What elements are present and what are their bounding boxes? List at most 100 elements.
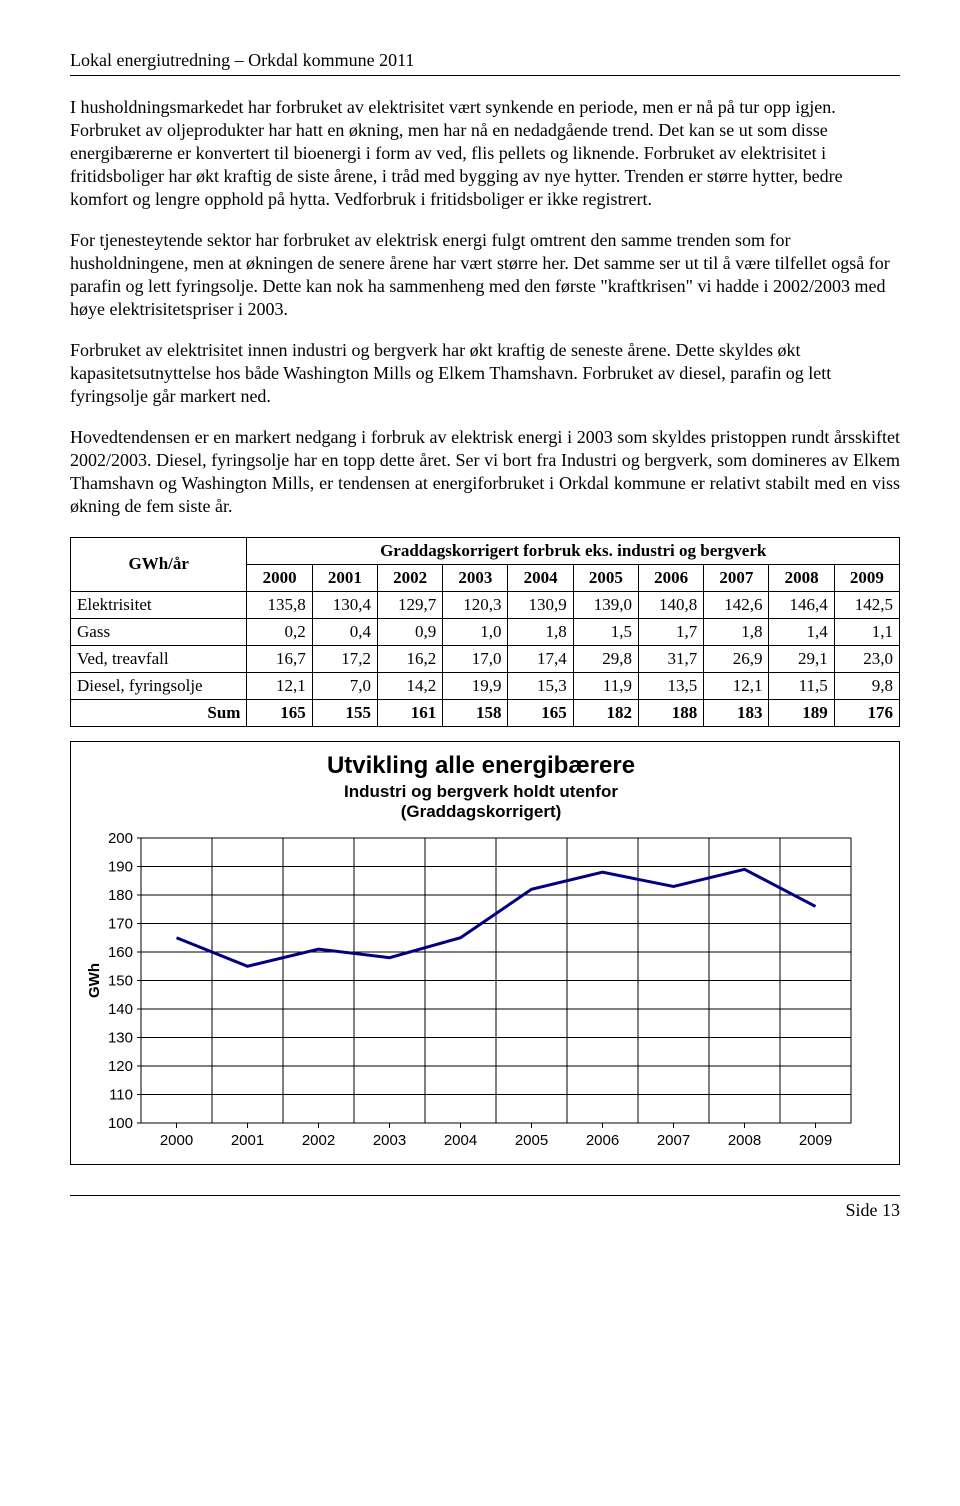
table-year-header: 2008 [769, 564, 834, 591]
table-cell: 0,4 [312, 618, 377, 645]
table-cell: 16,2 [377, 645, 442, 672]
footer-rule [70, 1195, 900, 1196]
svg-text:2006: 2006 [586, 1132, 619, 1149]
table-cell: 1,0 [443, 618, 508, 645]
table-year-header: 2002 [377, 564, 442, 591]
table-year-header: 2003 [443, 564, 508, 591]
table-sum-cell: 165 [508, 699, 573, 726]
table-year-header: 2001 [312, 564, 377, 591]
table-cell: 129,7 [377, 591, 442, 618]
table-year-header: 2004 [508, 564, 573, 591]
svg-text:100: 100 [108, 1115, 133, 1132]
table-row-label: Diesel, fyringsolje [71, 672, 247, 699]
table-year-header: 2009 [834, 564, 899, 591]
svg-text:170: 170 [108, 915, 133, 932]
table-cell: 17,0 [443, 645, 508, 672]
data-table: GWh/årGraddagskorrigert forbruk eks. ind… [70, 537, 900, 727]
table-cell: 29,8 [573, 645, 638, 672]
table-cell: 135,8 [247, 591, 312, 618]
svg-text:2000: 2000 [160, 1132, 193, 1149]
table-cell: 17,2 [312, 645, 377, 672]
page-header: Lokal energiutredning – Orkdal kommune 2… [70, 50, 900, 71]
table-cell: 1,8 [704, 618, 769, 645]
paragraph-4: Hovedtendensen er en markert nedgang i f… [70, 426, 900, 518]
svg-text:140: 140 [108, 1001, 133, 1018]
svg-text:2005: 2005 [515, 1132, 548, 1149]
table-cell: 7,0 [312, 672, 377, 699]
table-cell: 1,5 [573, 618, 638, 645]
table-row-label: Ved, treavfall [71, 645, 247, 672]
table-year-header: 2007 [704, 564, 769, 591]
table-cell: 142,6 [704, 591, 769, 618]
table-cell: 29,1 [769, 645, 834, 672]
table-row: Gass0,20,40,91,01,81,51,71,81,41,1 [71, 618, 900, 645]
table-cell: 11,5 [769, 672, 834, 699]
table-cell: 9,8 [834, 672, 899, 699]
table-year-header: 2006 [638, 564, 703, 591]
chart-subtitle-2: (Graddagskorrigert) [81, 802, 881, 822]
svg-text:GWh: GWh [86, 963, 103, 998]
svg-text:2002: 2002 [302, 1132, 335, 1149]
table-cell: 1,1 [834, 618, 899, 645]
table-cell: 11,9 [573, 672, 638, 699]
page-footer: Side 13 [70, 1200, 900, 1221]
paragraph-1: I husholdningsmarkedet har forbruket av … [70, 96, 900, 211]
table-cell: 146,4 [769, 591, 834, 618]
svg-text:2009: 2009 [799, 1132, 832, 1149]
chart-container: Utvikling alle energibærere Industri og … [70, 741, 900, 1165]
svg-text:2004: 2004 [444, 1132, 477, 1149]
table-sum-cell: 161 [377, 699, 442, 726]
chart-subtitle-1: Industri og bergverk holdt utenfor [81, 782, 881, 802]
table-cell: 1,8 [508, 618, 573, 645]
table-cell: 15,3 [508, 672, 573, 699]
table-cell: 13,5 [638, 672, 703, 699]
table-cell: 140,8 [638, 591, 703, 618]
table-row: Elektrisitet135,8130,4129,7120,3130,9139… [71, 591, 900, 618]
svg-text:190: 190 [108, 858, 133, 875]
svg-text:180: 180 [108, 887, 133, 904]
table-sum-cell: 176 [834, 699, 899, 726]
table-sum-cell: 182 [573, 699, 638, 726]
table-cell: 17,4 [508, 645, 573, 672]
table-sum-cell: 183 [704, 699, 769, 726]
table-sum-cell: 188 [638, 699, 703, 726]
svg-text:2003: 2003 [373, 1132, 406, 1149]
table-title: Graddagskorrigert forbruk eks. industri … [247, 537, 900, 564]
table-sum-cell: 189 [769, 699, 834, 726]
table-cell: 19,9 [443, 672, 508, 699]
table-cell: 23,0 [834, 645, 899, 672]
svg-text:2008: 2008 [728, 1132, 761, 1149]
table-row: Ved, treavfall16,717,216,217,017,429,831… [71, 645, 900, 672]
chart-title: Utvikling alle energibærere [81, 752, 881, 780]
table-cell: 130,9 [508, 591, 573, 618]
paragraph-2: For tjenesteytende sektor har forbruket … [70, 229, 900, 321]
table-row: Diesel, fyringsolje12,17,014,219,915,311… [71, 672, 900, 699]
table-sum-cell: 165 [247, 699, 312, 726]
table-cell: 0,2 [247, 618, 312, 645]
svg-text:120: 120 [108, 1058, 133, 1075]
table-cell: 12,1 [247, 672, 312, 699]
table-cell: 139,0 [573, 591, 638, 618]
table-cell: 1,7 [638, 618, 703, 645]
paragraph-3: Forbruket av elektrisitet innen industri… [70, 339, 900, 408]
svg-text:150: 150 [108, 972, 133, 989]
table-sum-label: Sum [71, 699, 247, 726]
table-cell: 26,9 [704, 645, 769, 672]
data-table-wrap: GWh/årGraddagskorrigert forbruk eks. ind… [70, 537, 900, 727]
svg-text:200: 200 [108, 830, 133, 847]
header-rule [70, 75, 900, 76]
table-rowheader: GWh/år [71, 537, 247, 591]
table-cell: 14,2 [377, 672, 442, 699]
svg-text:2007: 2007 [657, 1132, 690, 1149]
table-year-header: 2005 [573, 564, 638, 591]
table-cell: 16,7 [247, 645, 312, 672]
svg-text:2001: 2001 [231, 1132, 264, 1149]
table-cell: 0,9 [377, 618, 442, 645]
svg-text:160: 160 [108, 944, 133, 961]
table-row-label: Gass [71, 618, 247, 645]
table-sum-cell: 155 [312, 699, 377, 726]
table-year-header: 2000 [247, 564, 312, 591]
table-cell: 130,4 [312, 591, 377, 618]
svg-text:130: 130 [108, 1029, 133, 1046]
table-sum-row: Sum165155161158165182188183189176 [71, 699, 900, 726]
